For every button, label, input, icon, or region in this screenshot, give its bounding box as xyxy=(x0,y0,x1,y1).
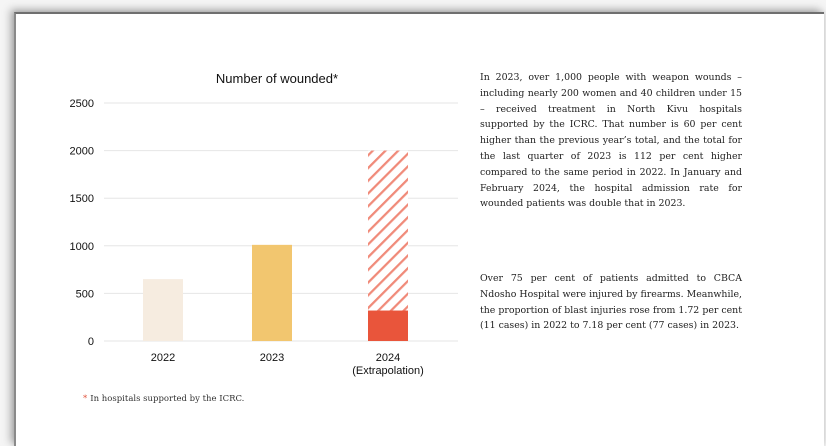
report-page xyxy=(14,12,824,446)
footnote-text: In hospitals supported by the ICRC. xyxy=(90,394,245,404)
x-category-label: (Extrapolation) xyxy=(352,365,424,377)
chart-footnote: * In hospitals supported by the ICRC. xyxy=(83,394,244,404)
bars xyxy=(143,150,408,341)
bar-2022 xyxy=(143,279,183,341)
x-axis-categories: 2022 2023 2024(Extrapolation) xyxy=(151,352,424,377)
y-tick-label: 1500 xyxy=(70,193,94,205)
y-tick-label: 1000 xyxy=(70,241,94,253)
y-tick-label: 2000 xyxy=(70,146,94,158)
y-tick-label: 2500 xyxy=(70,98,94,110)
x-category-label: 2023 xyxy=(260,352,284,364)
paragraph-wounded-stats: In 2023, over 1,000 people with weapon w… xyxy=(480,72,742,210)
bar-2024 xyxy=(368,310,408,341)
y-axis-ticks: 0 500 1000 1500 2000 2500 xyxy=(70,98,94,348)
footnote-marker: * xyxy=(83,394,88,404)
chart-title: Number of wounded* xyxy=(216,71,338,86)
x-category-label: 2024 xyxy=(376,352,400,364)
x-category-label: 2022 xyxy=(151,352,175,364)
y-tick-label: 500 xyxy=(76,288,94,300)
paragraph-ndosho-hospital: Over 75 per cent of patients admitted to… xyxy=(480,273,742,332)
y-tick-label: 0 xyxy=(88,336,94,348)
bar-2023 xyxy=(252,244,292,341)
bar-extrapolation-hatched xyxy=(368,150,408,341)
